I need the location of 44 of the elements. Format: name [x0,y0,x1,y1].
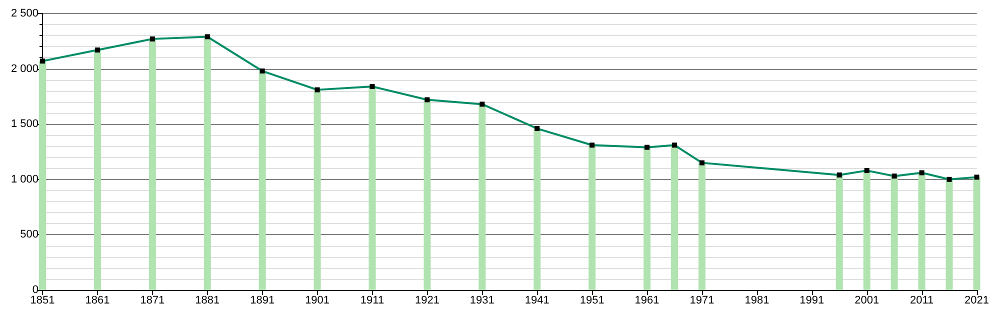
bar [836,174,843,290]
x-tick-label: 1981 [744,294,770,306]
bar [863,170,870,290]
x-tick-label: 1931 [470,294,494,306]
bar [39,61,46,290]
x-tick-label: 2001 [854,294,880,306]
x-tick-label: 1971 [690,294,714,306]
bar [368,86,376,290]
bar [148,38,156,290]
x-tick-label: 1871 [140,294,165,306]
y-tick-label: 0 [32,284,39,296]
y-tick-label: 1 500 [10,118,39,130]
y-tick-label: 1 000 [10,173,39,186]
bar [94,50,101,290]
bar [588,145,596,290]
bar [973,177,980,290]
bar [946,179,953,290]
y-tick-label: 500 [20,228,39,241]
x-tick-label: 2011 [910,294,934,306]
x-tick-label: 1891 [250,294,275,306]
x-tick-label: 2021 [964,294,990,306]
bar [314,90,321,290]
y-tick-label: 2 000 [10,62,39,75]
bar [698,162,706,290]
bar [204,36,211,290]
bar [424,100,431,290]
x-tick-label: 1941 [524,294,550,306]
x-tick-label: 1881 [195,294,220,306]
x-tick-label: 1951 [580,294,604,306]
bar [478,104,486,290]
x-tick-label: 1921 [414,294,440,306]
x-tick-label: 1901 [305,294,330,306]
x-tick-label: 1911 [360,294,384,306]
bar [918,172,926,290]
x-tick-label: 1991 [800,294,824,306]
bar [890,176,898,290]
x-tick-label: 1851 [30,294,55,306]
bar [534,128,541,290]
x-tick-label: 1961 [634,294,660,306]
bar [671,145,678,290]
y-tick-label: 2 500 [10,8,39,20]
bar [644,147,651,290]
x-tick-label: 1861 [85,294,110,306]
bar [258,71,266,290]
